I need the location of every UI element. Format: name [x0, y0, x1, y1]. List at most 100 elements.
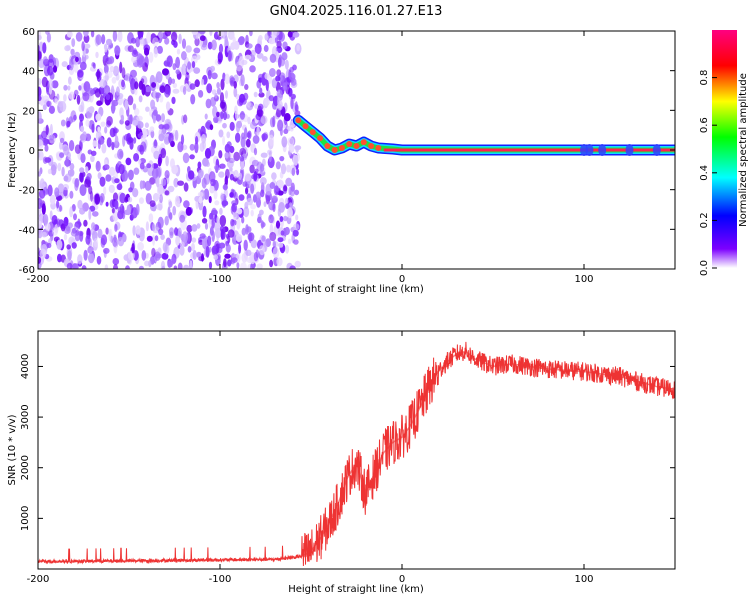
heatmap-cell — [132, 119, 139, 126]
heatmap-cell — [241, 59, 248, 65]
heatmap-cell — [138, 55, 145, 67]
heatmap-cell — [104, 264, 109, 269]
heatmap-cell — [292, 154, 299, 166]
heatmap-cell — [149, 200, 156, 208]
heatmap-cell — [126, 204, 131, 216]
heatmap-cell — [90, 228, 96, 236]
colorbar-gradient — [712, 30, 737, 268]
heatmap-cell — [66, 31, 73, 38]
heatmap-cell — [232, 36, 236, 45]
heatmap-cell — [160, 148, 167, 159]
heatmap-cell — [43, 138, 50, 144]
heatmap-cell — [276, 179, 284, 189]
heatmap-cell — [106, 137, 112, 148]
heatmap-cell — [140, 141, 147, 152]
heatmap-cell — [271, 78, 278, 89]
heatmap-cell — [279, 156, 285, 162]
heatmap-cell — [201, 177, 207, 189]
heatmap-cell — [114, 178, 120, 184]
heatmap-cell — [152, 37, 159, 47]
heatmap-cell — [198, 196, 203, 204]
heatmap-cell — [269, 53, 277, 64]
heatmap-cell — [144, 260, 149, 267]
heatmap-cell — [152, 140, 158, 149]
heatmap-cell — [99, 193, 105, 203]
heatmap-cell — [90, 150, 97, 156]
heatmap-cell — [120, 114, 125, 122]
heatmap-cell — [59, 204, 62, 212]
heatmap-cell — [51, 215, 58, 225]
heatmap-cell — [146, 235, 153, 242]
heatmap-cell — [216, 216, 220, 224]
heatmap-cell — [105, 94, 111, 101]
heatmap-cell — [66, 244, 71, 250]
heatmap-cell — [241, 227, 247, 236]
heatmap-cell — [112, 65, 120, 77]
heatmap-cell — [138, 95, 143, 103]
heatmap-cell — [145, 106, 150, 112]
heatmap-cell — [161, 113, 165, 123]
heatmap-cell — [238, 243, 242, 254]
heatmap-cell — [241, 252, 248, 263]
heatmap-cell — [285, 203, 290, 209]
heatmap-cell — [206, 83, 213, 94]
heatmap-cell — [90, 155, 95, 163]
heatmap-cell — [91, 222, 96, 230]
heatmap-cell — [235, 132, 241, 143]
heatmap-cell — [197, 161, 202, 169]
heatmap-cell — [205, 245, 210, 258]
heatmap-cell — [158, 31, 164, 39]
heatmap-cell — [156, 45, 163, 54]
heatmap-cell — [135, 36, 141, 48]
heatmap-cell — [46, 33, 51, 43]
spectrogram-y-tick-label: 0 — [29, 146, 35, 157]
signal-track-point — [309, 129, 316, 136]
heatmap-cell — [84, 54, 89, 60]
heatmap-cell — [130, 37, 137, 44]
heatmap-cell — [218, 129, 224, 138]
heatmap-cell — [87, 246, 94, 254]
heatmap-cell — [97, 126, 101, 133]
heatmap-cell — [104, 126, 108, 134]
heatmap-cell — [252, 194, 257, 203]
heatmap-cell — [263, 44, 269, 53]
heatmap-cell — [193, 47, 201, 54]
spectrogram-y-tick-label: 40 — [22, 67, 35, 78]
heatmap-cell — [60, 223, 66, 232]
heatmap-cell — [49, 123, 53, 136]
heatmap-cell — [134, 81, 139, 90]
heatmap-cell — [82, 31, 89, 37]
heatmap-cell — [39, 188, 46, 199]
heatmap-cell — [209, 225, 214, 236]
heatmap-cell — [275, 75, 281, 82]
heatmap-cell — [278, 57, 286, 67]
heatmap-cell — [233, 151, 241, 162]
heatmap-cell — [38, 34, 42, 41]
heatmap-cell — [82, 131, 87, 140]
heatmap-cell — [224, 73, 230, 85]
snr-x-ticks: -200 -100 0 100 — [27, 331, 594, 585]
heatmap-cell — [196, 223, 201, 229]
heatmap-cell — [121, 79, 125, 88]
heatmap-cell — [282, 41, 288, 50]
heatmap-cell — [217, 59, 222, 65]
heatmap-cell — [278, 202, 285, 213]
heatmap-cell — [272, 115, 276, 128]
heatmap-cell — [218, 242, 226, 249]
heatmap-cell — [59, 137, 65, 144]
heatmap-cell — [287, 137, 295, 147]
heatmap-cell — [233, 87, 238, 98]
colorbar-tick-label: 0.2 — [699, 212, 710, 228]
heatmap-cell — [187, 246, 192, 253]
heatmap-cell — [176, 48, 181, 55]
heatmap-cell — [238, 172, 243, 180]
heatmap-cell — [210, 96, 217, 107]
heatmap-cell — [112, 263, 119, 269]
heatmap-cell — [268, 214, 274, 224]
heatmap-cell — [194, 79, 200, 88]
heatmap-cell — [49, 134, 55, 141]
heatmap-cell — [57, 183, 65, 194]
heatmap-cell — [209, 124, 214, 131]
heatmap-cell — [150, 130, 155, 139]
heatmap-cell — [69, 206, 73, 218]
